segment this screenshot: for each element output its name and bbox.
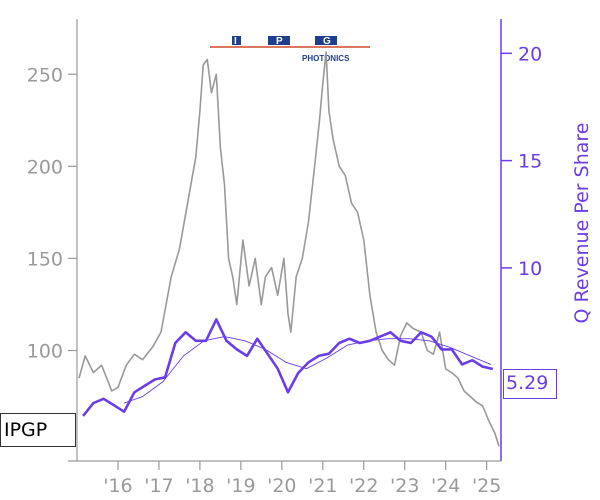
right-tick-label: 10 [518, 258, 542, 280]
left-tick-label: 100 [27, 341, 63, 363]
revenue_trend-series-line [123, 336, 491, 404]
x-tick-label: '16 [103, 475, 132, 497]
ticker-label: IPGP [0, 413, 76, 447]
left-tick-label: 250 [27, 64, 63, 86]
x-tick-label: '21 [308, 475, 337, 497]
logo-letter-g: G [323, 36, 331, 47]
x-tick-label: '19 [226, 475, 255, 497]
logo-block-i [232, 36, 241, 45]
price-series-line [78, 51, 500, 447]
ipg-photonics-logo: I P G PHOTONICS [210, 36, 370, 63]
revenue-series-line [82, 318, 494, 417]
logo-block-p [268, 36, 290, 45]
x-tick-label: '20 [267, 475, 296, 497]
logo-letter-i: I [234, 36, 237, 47]
x-tick-label: '25 [472, 475, 501, 497]
right-axis-ticks: 10 15 20 [501, 43, 542, 280]
right-tick-label: 20 [518, 43, 542, 65]
last-value-label: 5.29 [503, 369, 557, 399]
left-tick-label: 200 [27, 156, 63, 178]
right-axis-label: Q Revenue Per Share [571, 123, 593, 324]
right-tick-label: 15 [518, 151, 542, 173]
x-tick-label: '22 [349, 475, 378, 497]
x-tick-label: '23 [390, 475, 419, 497]
left-tick-label: 150 [27, 248, 63, 270]
logo-letter-p: P [276, 36, 283, 47]
x-tick-label: '24 [431, 475, 460, 497]
left-axis-ticks: 100 150 200 250 [27, 64, 77, 363]
series-layer [78, 51, 500, 447]
x-tick-label: '17 [144, 475, 173, 497]
x-tick-label: '18 [185, 475, 214, 497]
logo-block-g [315, 36, 337, 45]
x-axis-ticks: '16 '17 '18 '19 '20 '21 '22 '23 '24 '25 [103, 461, 501, 497]
